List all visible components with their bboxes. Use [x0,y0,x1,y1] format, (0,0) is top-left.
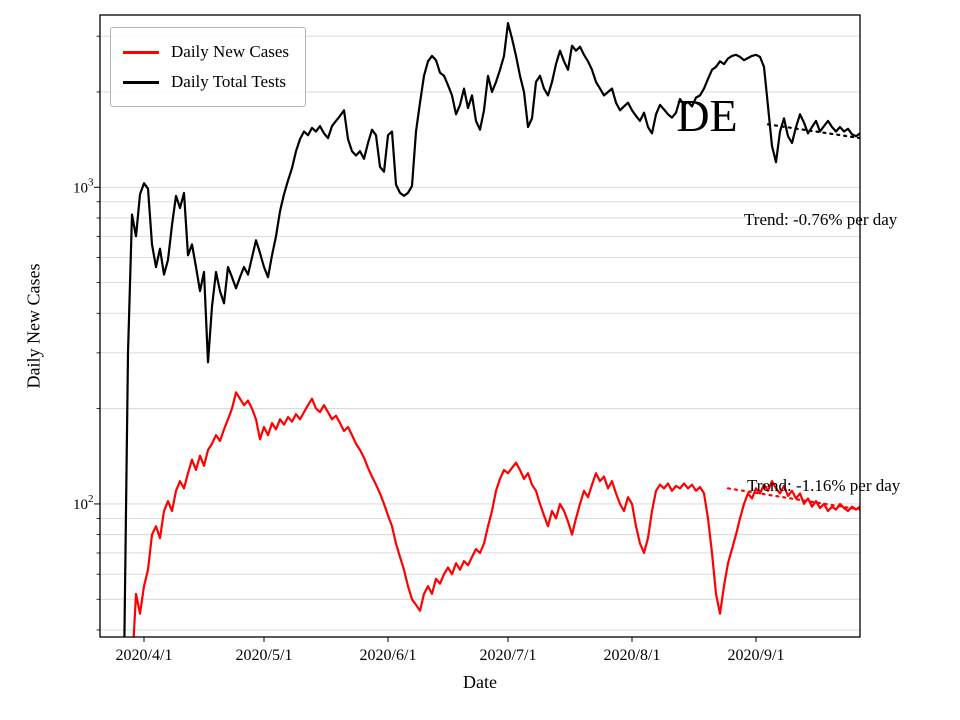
plot-border [99,14,861,638]
legend-entry-cases: Daily New Cases [123,37,289,67]
trend-annotation-tests: Trend: -0.76% per day [744,210,898,229]
legend-entry-tests: Daily Total Tests [123,67,289,97]
y-tick-label: 103 [73,176,94,196]
legend: Daily New Cases Daily Total Tests [110,27,307,107]
legend-swatch-tests [123,80,159,84]
x-tick-label: 2020/9/1 [728,647,785,664]
trend-line-0 [766,123,860,140]
x-tick-label: 2020/4/1 [116,647,173,664]
x-tick-label: 2020/8/1 [604,647,661,664]
series-daily-new-cases [132,391,860,637]
x-tick-label: 2020/7/1 [480,647,537,664]
series-daily-total-tests [123,22,860,637]
watermark-text: DE [676,90,737,141]
legend-swatch-cases [123,50,159,54]
y-tick-label: 102 [73,493,94,513]
x-tick-label: 2020/5/1 [236,647,293,664]
x-axis-label: Date [463,672,497,692]
legend-label-tests: Daily Total Tests [171,72,287,91]
trend-annotation-cases: Trend: -1.16% per day [747,476,901,495]
x-tick-label: 2020/6/1 [360,647,417,664]
y-axis-label: Daily New Cases [23,263,44,389]
legend-label-cases: Daily New Cases [171,42,290,61]
